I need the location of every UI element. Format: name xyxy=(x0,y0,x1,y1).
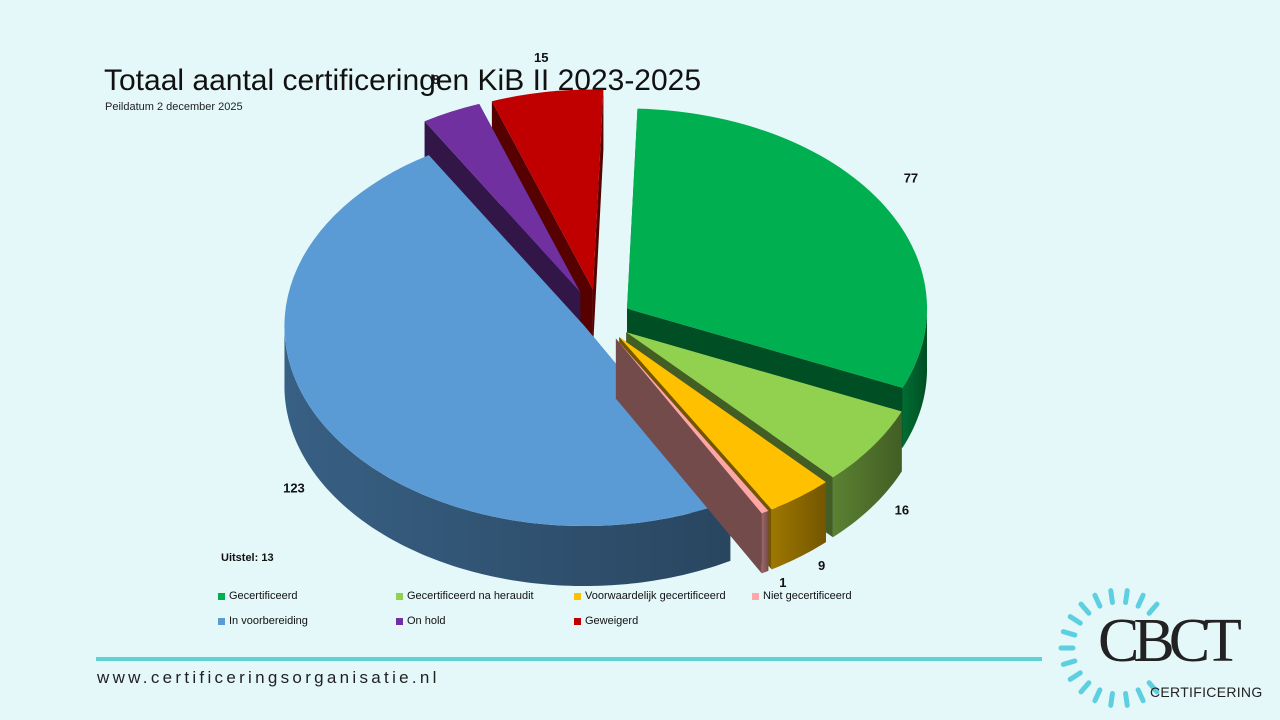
legend-swatch xyxy=(218,617,225,625)
logo-ray xyxy=(1060,629,1078,638)
slice-outer-wall xyxy=(771,482,826,570)
slice-top xyxy=(491,89,604,290)
logo-ray xyxy=(1092,687,1103,704)
pie-slice-3 xyxy=(615,338,769,574)
logo-ray xyxy=(1123,588,1130,605)
slice-top xyxy=(424,103,581,293)
chart-legend: Gecertificeerd Gecertificeerd na heraudi… xyxy=(218,590,918,638)
legend-label: Geweigerd xyxy=(585,615,639,627)
slice-top xyxy=(627,108,928,388)
chart-subtitle: Peildatum 2 december 2025 xyxy=(105,101,243,113)
logo-ray xyxy=(1146,680,1160,695)
legend-item-gecertificeerd: Gecertificeerd xyxy=(218,590,297,602)
slice-outer-wall xyxy=(832,411,902,538)
slice-top xyxy=(619,337,826,510)
slice-top xyxy=(615,338,769,514)
sunburst-ring-icon xyxy=(1058,588,1160,708)
legend-label: Gecertificeerd na heraudit xyxy=(407,590,534,602)
logo-ray xyxy=(1108,588,1115,605)
legend-label: Niet gecertificeerd xyxy=(763,590,852,602)
legend-label: In voorbereiding xyxy=(229,615,308,627)
legend-item-voorwaardelijk: Voorwaardelijk gecertificeerd xyxy=(574,590,726,602)
legend-swatch xyxy=(574,592,581,600)
legend-item-niet-gecertificeerd: Niet gecertificeerd xyxy=(752,590,852,602)
legend-swatch xyxy=(218,592,225,600)
logo-ray xyxy=(1060,658,1078,667)
data-label: 1 xyxy=(779,575,786,590)
logo-ray xyxy=(1078,680,1092,695)
logo-ray xyxy=(1092,592,1103,609)
legend-item-on-hold: On hold xyxy=(396,615,446,627)
company-logo-label: CERTIFICERING xyxy=(1150,684,1263,700)
slice-outer-wall xyxy=(902,305,928,448)
logo-ray xyxy=(1146,601,1160,616)
legend-item-heraudit: Gecertificeerd na heraudit xyxy=(396,590,534,602)
legend-label: Gecertificeerd xyxy=(229,590,298,602)
postponed-note: Uitstel: 13 xyxy=(221,552,274,564)
logo-ray xyxy=(1135,687,1146,704)
footer-url: www.certificeringsorganisatie.nl xyxy=(97,668,440,687)
footer-divider xyxy=(96,657,1042,661)
data-label: 8 xyxy=(432,72,439,87)
legend-swatch xyxy=(752,592,759,600)
legend-item-in-voorbereiding: In voorbereiding xyxy=(218,615,308,627)
data-label: 77 xyxy=(904,171,918,186)
data-label: 123 xyxy=(283,481,305,496)
logo-ray xyxy=(1108,691,1115,708)
logo-ray xyxy=(1067,670,1083,682)
logo-ray xyxy=(1067,614,1083,626)
legend-swatch xyxy=(396,592,403,600)
slice-top xyxy=(284,155,731,527)
logo-ray xyxy=(1078,601,1092,616)
slice-wall xyxy=(592,89,604,350)
data-label: 15 xyxy=(534,50,548,65)
slice-wall xyxy=(615,338,762,574)
legend-item-geweigerd: Geweigerd xyxy=(574,615,638,627)
legend-swatch xyxy=(396,617,403,625)
legend-swatch xyxy=(574,617,581,625)
slice-outer-wall xyxy=(761,510,769,574)
data-label: 16 xyxy=(895,502,909,517)
logo-ray xyxy=(1123,691,1130,708)
slice-outer-wall xyxy=(284,322,731,587)
legend-label: On hold xyxy=(407,615,446,627)
legend-label: Voorwaardelijk gecertificeerd xyxy=(585,590,726,602)
logo-ray xyxy=(1135,592,1146,609)
company-logo: CBCT xyxy=(1098,607,1242,675)
slice-top xyxy=(626,332,902,478)
data-label: 9 xyxy=(818,558,825,573)
